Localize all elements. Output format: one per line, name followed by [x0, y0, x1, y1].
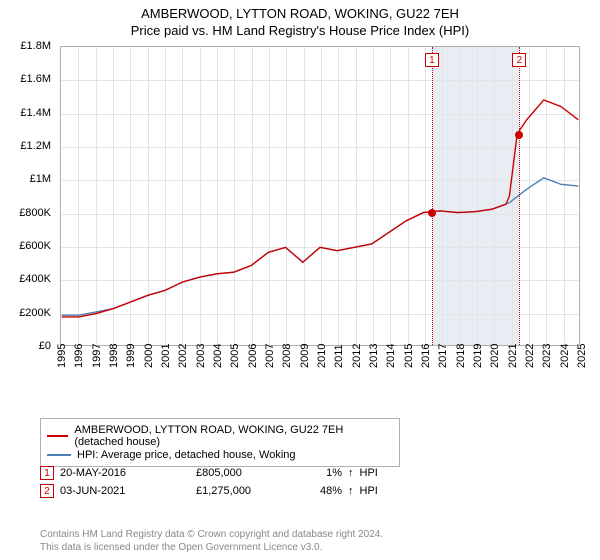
x-tick-label: 2012 — [351, 344, 363, 368]
legend-swatch-2 — [47, 454, 71, 456]
footer-line-2: This data is licensed under the Open Gov… — [40, 541, 383, 554]
marker-pct: 48% — [302, 485, 342, 497]
marker-dot — [428, 209, 436, 217]
x-tick-label: 2007 — [264, 344, 276, 368]
marker-price: £805,000 — [196, 467, 296, 479]
x-tick-label: 1995 — [56, 344, 68, 368]
x-tick-label: 1997 — [91, 344, 103, 368]
x-tick-label: 2004 — [212, 344, 224, 368]
y-tick-label: £400K — [19, 273, 51, 285]
y-tick-label: £600K — [19, 240, 51, 252]
x-tick-label: 2008 — [281, 344, 293, 368]
x-tick-label: 2023 — [541, 344, 553, 368]
y-tick-label: £800K — [19, 207, 51, 219]
marker-guideline — [519, 47, 520, 345]
x-tick-label: 2022 — [524, 344, 536, 368]
x-tick-label: 2024 — [559, 344, 571, 368]
y-tick-label: £1M — [30, 173, 51, 185]
x-tick-label: 2003 — [195, 344, 207, 368]
marker-ref: HPI — [360, 467, 378, 479]
legend-label-1: AMBERWOOD, LYTTON ROAD, WOKING, GU22 7EH… — [74, 424, 393, 448]
legend-swatch-1 — [47, 435, 68, 437]
markers-table: 1 20-MAY-2016 £805,000 1% ↑ HPI 2 03-JUN-2021… — [40, 462, 378, 502]
x-tick-label: 2011 — [333, 344, 345, 368]
series-line — [62, 100, 579, 317]
x-tick-label: 2025 — [576, 344, 588, 368]
x-tick-label: 1998 — [108, 344, 120, 368]
x-tick-label: 2009 — [299, 344, 311, 368]
y-tick-label: £1.2M — [20, 140, 51, 152]
legend-item-1: AMBERWOOD, LYTTON ROAD, WOKING, GU22 7EH… — [47, 424, 393, 448]
x-tick-label: 1996 — [73, 344, 85, 368]
x-axis: 1995199619971998199920002001200220032004… — [60, 346, 580, 376]
x-tick-label: 2006 — [247, 344, 259, 368]
marker-number-box: 1 — [40, 466, 54, 480]
marker-date: 03-JUN-2021 — [60, 485, 190, 497]
x-tick-label: 2015 — [403, 344, 415, 368]
footer: Contains HM Land Registry data © Crown c… — [40, 528, 383, 554]
x-tick-label: 2020 — [489, 344, 501, 368]
marker-number-box: 2 — [40, 484, 54, 498]
x-tick-label: 2001 — [160, 344, 172, 368]
y-tick-label: £0 — [39, 340, 51, 352]
x-tick-label: 2016 — [420, 344, 432, 368]
x-tick-label: 2005 — [229, 344, 241, 368]
plot-area: 12 — [60, 46, 580, 346]
marker-date: 20-MAY-2016 — [60, 467, 190, 479]
y-axis: £0£200K£400K£600K£800K£1M£1.2M£1.4M£1.6M… — [0, 46, 55, 346]
marker-guideline — [432, 47, 433, 345]
legend-item-2: HPI: Average price, detached house, Woki… — [47, 449, 393, 461]
marker-row: 1 20-MAY-2016 £805,000 1% ↑ HPI — [40, 466, 378, 480]
marker-ref: HPI — [360, 485, 378, 497]
legend-label-2: HPI: Average price, detached house, Woki… — [77, 449, 296, 461]
x-tick-label: 2021 — [507, 344, 519, 368]
marker-dot — [515, 131, 523, 139]
title-main: AMBERWOOD, LYTTON ROAD, WOKING, GU22 7EH — [0, 6, 600, 21]
footer-line-1: Contains HM Land Registry data © Crown c… — [40, 528, 383, 541]
marker-row: 2 03-JUN-2021 £1,275,000 48% ↑ HPI — [40, 484, 378, 498]
chart-container: AMBERWOOD, LYTTON ROAD, WOKING, GU22 7EH… — [0, 0, 600, 560]
title-block: AMBERWOOD, LYTTON ROAD, WOKING, GU22 7EH… — [0, 0, 600, 40]
y-tick-label: £1.4M — [20, 107, 51, 119]
marker-flag: 1 — [425, 53, 439, 67]
x-tick-label: 1999 — [125, 344, 137, 368]
marker-price: £1,275,000 — [196, 485, 296, 497]
y-tick-label: £200K — [19, 307, 51, 319]
x-tick-label: 2014 — [385, 344, 397, 368]
title-sub: Price paid vs. HM Land Registry's House … — [0, 23, 600, 38]
series-line — [62, 178, 579, 315]
arrow-up-icon: ↑ — [348, 485, 354, 497]
marker-pct: 1% — [302, 467, 342, 479]
legend: AMBERWOOD, LYTTON ROAD, WOKING, GU22 7EH… — [40, 418, 400, 467]
x-tick-label: 2002 — [177, 344, 189, 368]
x-tick-label: 2000 — [143, 344, 155, 368]
x-tick-label: 2013 — [368, 344, 380, 368]
arrow-up-icon: ↑ — [348, 467, 354, 479]
y-tick-label: £1.6M — [20, 73, 51, 85]
x-tick-label: 2018 — [455, 344, 467, 368]
x-tick-label: 2010 — [316, 344, 328, 368]
chart-area: £0£200K£400K£600K£800K£1M£1.2M£1.4M£1.6M… — [40, 46, 600, 376]
y-tick-label: £1.8M — [20, 40, 51, 52]
line-series — [61, 47, 579, 345]
marker-flag: 2 — [512, 53, 526, 67]
x-tick-label: 2017 — [437, 344, 449, 368]
x-tick-label: 2019 — [472, 344, 484, 368]
